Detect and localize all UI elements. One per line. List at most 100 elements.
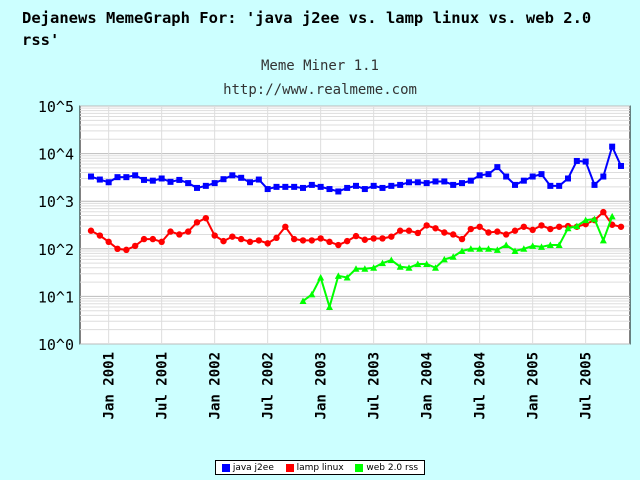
x-tick-label: Jan 2005 bbox=[526, 352, 542, 419]
data-point-lamp-linux bbox=[476, 223, 483, 230]
data-point-java-j2ee bbox=[353, 182, 359, 189]
data-point-lamp-linux bbox=[282, 223, 289, 230]
data-point-lamp-linux bbox=[87, 227, 95, 234]
chart-svg: 10^0 10^1 10^2 10^3 10^4 10^5 Jan 2001 Jul 2001… bbox=[38, 98, 631, 419]
data-point-java-j2ee bbox=[220, 176, 227, 183]
data-point-lamp-linux bbox=[96, 232, 104, 239]
data-point-java-j2ee bbox=[273, 183, 280, 190]
data-point-web20-rss bbox=[432, 264, 439, 271]
data-point-lamp-linux bbox=[388, 233, 395, 240]
data-point-lamp-linux bbox=[405, 227, 413, 234]
data-point-lamp-linux bbox=[511, 227, 519, 234]
data-point-java-j2ee bbox=[326, 186, 333, 193]
y-tick-label: 10^0 bbox=[38, 336, 74, 354]
data-point-lamp-linux bbox=[502, 231, 510, 238]
data-point-lamp-linux bbox=[255, 237, 263, 244]
data-point-lamp-linux bbox=[184, 228, 192, 235]
data-point-web20-rss bbox=[379, 259, 386, 267]
data-point-lamp-linux bbox=[432, 225, 439, 232]
data-point-java-j2ee bbox=[406, 179, 412, 186]
data-point-java-j2ee bbox=[503, 173, 510, 180]
chart-title: Dejanews MemeGraph For: 'java j2ee vs. l… bbox=[22, 9, 592, 49]
data-point-lamp-linux bbox=[414, 229, 422, 237]
data-point-lamp-linux bbox=[547, 225, 554, 233]
data-point-lamp-linux bbox=[317, 235, 324, 242]
data-point-java-j2ee bbox=[114, 174, 121, 181]
data-point-lamp-linux bbox=[229, 233, 236, 240]
data-point-java-j2ee bbox=[379, 184, 386, 191]
data-point-lamp-linux bbox=[379, 235, 386, 242]
data-point-java-j2ee bbox=[397, 181, 404, 188]
data-point-java-j2ee bbox=[238, 174, 245, 181]
data-point-lamp-linux bbox=[555, 223, 563, 230]
data-point-java-j2ee bbox=[344, 184, 351, 191]
data-point-java-j2ee bbox=[538, 171, 545, 178]
data-point-java-j2ee bbox=[485, 171, 492, 178]
data-point-lamp-linux bbox=[105, 238, 112, 246]
x-tick-label: Jan 2001 bbox=[102, 352, 118, 419]
data-point-java-j2ee bbox=[211, 180, 218, 187]
data-point-java-j2ee bbox=[467, 177, 474, 184]
data-point-web20-rss bbox=[405, 264, 413, 271]
legend-label-java: java j2ee bbox=[232, 462, 274, 473]
y-tick-label: 10^3 bbox=[38, 193, 74, 211]
data-point-java-j2ee bbox=[476, 172, 483, 179]
data-point-lamp-linux bbox=[299, 237, 307, 244]
data-point-lamp-linux bbox=[114, 245, 121, 252]
data-point-lamp-linux bbox=[370, 235, 377, 242]
data-point-web20-rss bbox=[334, 272, 342, 279]
data-point-lamp-linux bbox=[220, 237, 227, 245]
data-point-java-j2ee bbox=[317, 183, 324, 190]
data-point-lamp-linux bbox=[202, 214, 210, 222]
data-point-web20-rss bbox=[555, 241, 563, 249]
data-point-web20-rss bbox=[582, 216, 590, 224]
data-point-lamp-linux bbox=[538, 222, 545, 229]
data-point-java-j2ee bbox=[255, 176, 262, 183]
data-point-lamp-linux bbox=[123, 246, 130, 254]
data-point-java-j2ee bbox=[335, 188, 342, 195]
data-point-java-j2ee bbox=[132, 172, 139, 179]
data-point-java-j2ee bbox=[149, 177, 156, 184]
y-tick-label: 10^1 bbox=[38, 288, 74, 306]
data-point-lamp-linux bbox=[308, 237, 316, 244]
x-tick-label: Jan 2004 bbox=[420, 352, 436, 419]
data-point-lamp-linux bbox=[529, 226, 536, 234]
data-point-web20-rss bbox=[476, 245, 484, 252]
data-point-java-j2ee bbox=[176, 176, 183, 183]
data-point-web20-rss bbox=[546, 241, 554, 249]
data-point-java-j2ee bbox=[547, 182, 554, 189]
data-point-java-j2ee bbox=[618, 162, 624, 169]
data-point-web20-rss bbox=[449, 253, 457, 260]
data-point-web20-rss bbox=[467, 245, 475, 252]
data-point-web20-rss bbox=[440, 255, 448, 263]
data-point-java-j2ee bbox=[512, 181, 518, 188]
data-point-java-j2ee bbox=[565, 175, 571, 182]
data-point-java-j2ee bbox=[88, 173, 94, 180]
data-point-java-j2ee bbox=[229, 172, 236, 179]
x-tick-label: Jul 2003 bbox=[367, 352, 383, 419]
data-point-java-j2ee bbox=[96, 176, 103, 183]
legend-item-java: java j2ee bbox=[221, 462, 274, 473]
data-point-lamp-linux bbox=[458, 235, 466, 243]
data-point-java-j2ee bbox=[282, 183, 289, 190]
data-point-lamp-linux bbox=[211, 232, 218, 239]
data-point-lamp-linux bbox=[140, 235, 148, 243]
data-point-java-j2ee bbox=[414, 179, 421, 186]
x-tick-label: Jul 2005 bbox=[579, 352, 595, 419]
data-point-java-j2ee bbox=[370, 182, 377, 189]
data-point-java-j2ee bbox=[202, 182, 209, 189]
data-point-web20-rss bbox=[317, 273, 325, 281]
data-point-lamp-linux bbox=[246, 238, 254, 246]
data-point-java-j2ee bbox=[494, 164, 501, 171]
data-point-java-j2ee bbox=[556, 182, 563, 189]
legend-item-lamp: lamp linux bbox=[285, 463, 344, 473]
data-point-java-j2ee bbox=[141, 176, 147, 183]
data-point-web20-rss bbox=[591, 215, 598, 223]
data-point-web20-rss bbox=[308, 290, 316, 298]
data-point-lamp-linux bbox=[361, 236, 369, 243]
data-point-java-j2ee bbox=[520, 177, 527, 184]
legend-swatch-web20 bbox=[355, 463, 364, 472]
x-tick-label: Jul 2004 bbox=[473, 352, 489, 419]
data-point-web20-rss bbox=[538, 243, 545, 250]
data-point-java-j2ee bbox=[247, 179, 253, 186]
